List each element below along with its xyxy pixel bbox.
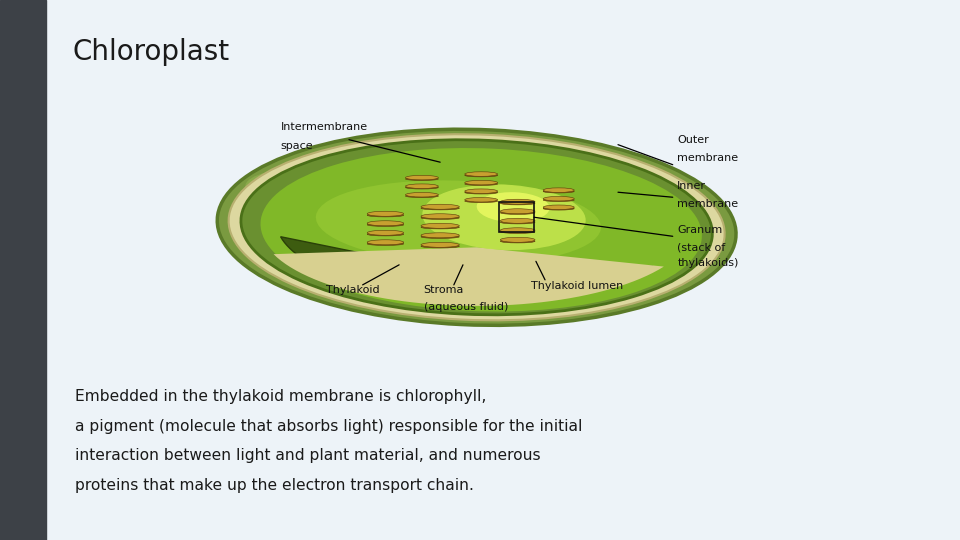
Text: Chloroplast: Chloroplast xyxy=(72,38,229,66)
Ellipse shape xyxy=(465,189,497,193)
Ellipse shape xyxy=(260,148,702,312)
Ellipse shape xyxy=(465,191,497,194)
Ellipse shape xyxy=(465,200,497,202)
Text: thylakoids): thylakoids) xyxy=(678,258,738,268)
Ellipse shape xyxy=(217,129,736,325)
Text: Thylakoid: Thylakoid xyxy=(326,285,380,295)
Text: a pigment (molecule that absorbs light) responsible for the initial: a pigment (molecule that absorbs light) … xyxy=(75,418,583,434)
Polygon shape xyxy=(280,237,653,300)
Ellipse shape xyxy=(543,197,574,201)
Ellipse shape xyxy=(421,223,459,228)
Ellipse shape xyxy=(500,201,535,205)
Text: Granum: Granum xyxy=(678,225,723,235)
Ellipse shape xyxy=(421,207,459,210)
Ellipse shape xyxy=(405,192,439,197)
Ellipse shape xyxy=(421,226,459,229)
Ellipse shape xyxy=(246,164,630,241)
Ellipse shape xyxy=(421,235,459,239)
Text: Stroma: Stroma xyxy=(423,285,464,295)
Ellipse shape xyxy=(422,185,586,250)
Polygon shape xyxy=(274,247,663,306)
Ellipse shape xyxy=(465,180,497,185)
Ellipse shape xyxy=(367,221,404,226)
Ellipse shape xyxy=(543,205,574,210)
Text: (aqueous fluid): (aqueous fluid) xyxy=(423,302,508,312)
Text: membrane: membrane xyxy=(678,153,738,163)
Ellipse shape xyxy=(500,218,535,223)
Ellipse shape xyxy=(500,209,535,214)
Text: Embedded in the thylakoid membrane is chlorophyll,: Embedded in the thylakoid membrane is ch… xyxy=(75,389,487,404)
Ellipse shape xyxy=(421,242,459,247)
Ellipse shape xyxy=(316,180,601,264)
Ellipse shape xyxy=(500,237,535,242)
Ellipse shape xyxy=(500,199,535,204)
Ellipse shape xyxy=(477,192,549,222)
Ellipse shape xyxy=(367,240,404,245)
Ellipse shape xyxy=(367,233,404,236)
Text: membrane: membrane xyxy=(678,199,738,209)
Ellipse shape xyxy=(367,214,404,217)
Ellipse shape xyxy=(543,207,574,210)
Ellipse shape xyxy=(421,233,459,238)
Ellipse shape xyxy=(421,204,459,210)
Text: (stack of: (stack of xyxy=(678,242,726,252)
Ellipse shape xyxy=(500,211,535,214)
Ellipse shape xyxy=(421,245,459,248)
Ellipse shape xyxy=(405,186,439,189)
Ellipse shape xyxy=(543,188,574,192)
Text: Intermembrane: Intermembrane xyxy=(280,122,368,132)
Bar xyxy=(499,202,534,232)
Ellipse shape xyxy=(405,178,439,180)
Ellipse shape xyxy=(543,190,574,193)
Ellipse shape xyxy=(367,211,404,216)
Ellipse shape xyxy=(465,198,497,202)
Ellipse shape xyxy=(405,176,439,180)
Ellipse shape xyxy=(405,184,439,188)
Text: Outer: Outer xyxy=(678,134,709,145)
Ellipse shape xyxy=(367,223,404,226)
Ellipse shape xyxy=(543,199,574,201)
Ellipse shape xyxy=(500,228,535,233)
Ellipse shape xyxy=(421,216,459,219)
Text: interaction between light and plant material, and numerous: interaction between light and plant mate… xyxy=(75,448,540,463)
Ellipse shape xyxy=(500,230,535,233)
Ellipse shape xyxy=(500,240,535,243)
Ellipse shape xyxy=(465,172,497,176)
Text: space: space xyxy=(280,141,313,151)
Ellipse shape xyxy=(241,140,712,315)
Ellipse shape xyxy=(465,183,497,185)
Ellipse shape xyxy=(465,174,497,177)
Ellipse shape xyxy=(367,230,404,235)
Ellipse shape xyxy=(228,134,725,320)
Ellipse shape xyxy=(405,194,439,198)
Text: Inner: Inner xyxy=(678,181,707,191)
Text: proteins that make up the electron transport chain.: proteins that make up the electron trans… xyxy=(75,478,473,493)
Text: Thylakoid lumen: Thylakoid lumen xyxy=(532,281,624,292)
Ellipse shape xyxy=(367,242,404,246)
Ellipse shape xyxy=(500,221,535,224)
Ellipse shape xyxy=(421,214,459,219)
